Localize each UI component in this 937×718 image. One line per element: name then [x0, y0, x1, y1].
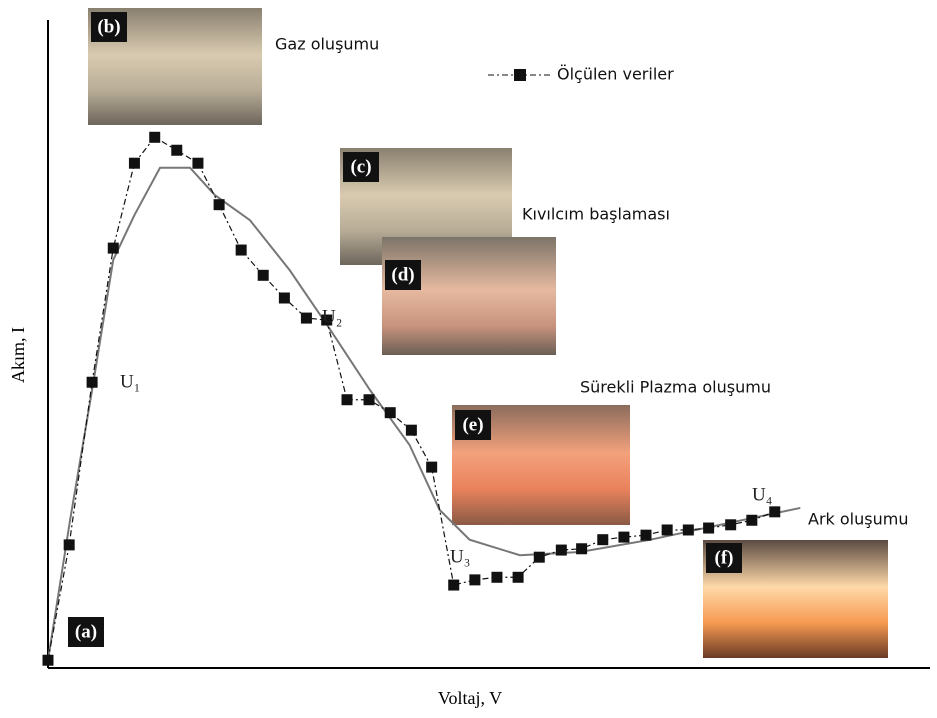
- data-point: [236, 245, 247, 256]
- annotation: U₁: [120, 371, 140, 392]
- legend-marker: [514, 69, 526, 81]
- data-point: [87, 377, 98, 388]
- data-point: [258, 270, 269, 281]
- photo-label: (d): [391, 264, 414, 285]
- data-point: [448, 580, 459, 591]
- y-axis-label: Akım, I: [8, 327, 28, 383]
- data-point: [640, 530, 651, 541]
- annotation: Ark oluşumu: [808, 510, 908, 529]
- photo-label: (e): [462, 414, 483, 435]
- data-point: [513, 572, 524, 583]
- data-point: [426, 462, 437, 473]
- data-point: [746, 515, 757, 526]
- data-point: [469, 574, 480, 585]
- legend: Ölçülen veriler: [488, 65, 674, 84]
- photo-label: (f): [715, 547, 734, 568]
- data-point: [64, 539, 75, 550]
- data-point: [534, 552, 545, 563]
- data-point: [725, 519, 736, 530]
- data-point: [279, 292, 290, 303]
- photo-label: (c): [350, 156, 371, 177]
- data-point: [364, 394, 375, 405]
- legend-label: Ölçülen veriler: [557, 65, 674, 84]
- annotation: Gaz oluşumu: [275, 35, 379, 54]
- photos: [88, 8, 888, 658]
- data-point: [192, 158, 203, 169]
- annotation: U₃: [450, 546, 470, 567]
- data-point: [301, 313, 312, 324]
- data-point: [556, 545, 567, 556]
- annotation: Kıvılcım başlaması: [522, 205, 670, 224]
- photo: [382, 237, 556, 355]
- x-axis-label: Voltaj, V: [438, 688, 502, 708]
- data-point: [214, 199, 225, 210]
- annotation: U₂: [322, 306, 342, 327]
- photo-label: (a): [75, 621, 97, 642]
- data-point: [703, 523, 714, 534]
- data-point: [597, 534, 608, 545]
- data-point: [171, 145, 182, 156]
- data-point: [491, 572, 502, 583]
- data-point: [769, 506, 780, 517]
- data-point: [129, 158, 140, 169]
- data-point: [385, 407, 396, 418]
- data-point: [618, 532, 629, 543]
- annotation: Sürekli Plazma oluşumu: [580, 378, 771, 397]
- chart: Voltaj, V Akım, I Ölçülen veriler (a) (b)…: [0, 0, 937, 718]
- photo-label: (b): [97, 16, 120, 37]
- data-point: [43, 655, 54, 666]
- data-point: [108, 243, 119, 254]
- data-point: [149, 132, 160, 143]
- data-point: [683, 524, 694, 535]
- data-point: [341, 394, 352, 405]
- data-point: [406, 425, 417, 436]
- data-point: [662, 524, 673, 535]
- data-point: [576, 543, 587, 554]
- annotation: U₄: [752, 484, 772, 505]
